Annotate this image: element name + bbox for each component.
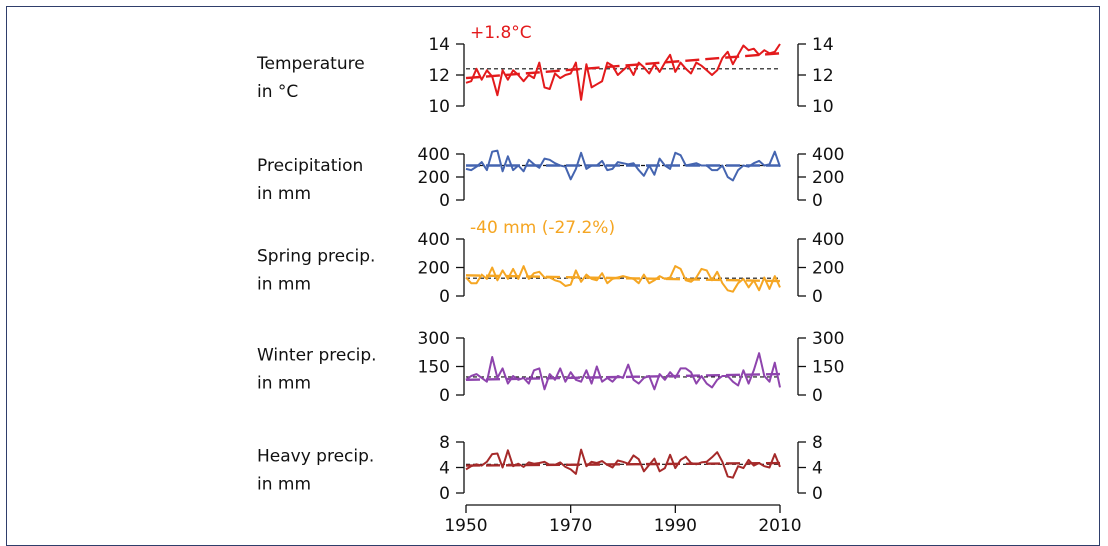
x-tick-label: 2010 [758, 516, 801, 532]
winter-series-line [465, 352, 781, 391]
spring-left-tick-label: 200 [418, 259, 450, 279]
spring-label-line: in mm [257, 275, 311, 295]
temperature-left-tick-label: 10 [428, 97, 450, 117]
winter-right-tick-label: 300 [812, 329, 844, 349]
heavy-right-tick-label: 0 [812, 484, 823, 504]
spring-trend-line [465, 274, 781, 283]
heavy-left-tick-label: 8 [439, 433, 450, 453]
heavy-trend-line [465, 461, 781, 467]
precipitation-right-tick-label: 0 [812, 191, 823, 211]
heavy-label-line: Heavy precip. [257, 447, 374, 467]
temperature-right-tick-label: 14 [812, 35, 834, 55]
temperature-label-line: Temperature [256, 54, 365, 74]
temperature-left-tick-label: 14 [428, 35, 450, 55]
heavy-right-tick-label: 4 [812, 459, 823, 479]
temperature-series-line [465, 43, 781, 101]
precipitation-label-line: in mm [257, 184, 311, 204]
precipitation-right-tick-label: 400 [812, 145, 844, 165]
x-tick-label: 1950 [444, 516, 487, 532]
heavy-right-tick-label: 8 [812, 433, 823, 453]
heavy-left-tick-label: 0 [439, 484, 450, 504]
precipitation-left-tick-label: 200 [418, 168, 450, 188]
spring-left-tick-label: 400 [418, 230, 450, 250]
x-tick-label: 1970 [549, 516, 592, 532]
spring-right-tick-label: 0 [812, 287, 823, 307]
winter-label-line: Winter precip. [257, 346, 377, 366]
heavy-series-line [465, 448, 781, 479]
temperature-right-tick-label: 10 [812, 97, 834, 117]
spring-label-line: Spring precip. [257, 247, 375, 267]
precipitation-left-tick-label: 0 [439, 191, 450, 211]
temperature-left-tick-label: 12 [428, 66, 450, 86]
winter-left-tick-label: 300 [418, 329, 450, 349]
heavy-label-line: in mm [257, 475, 311, 495]
winter-label-line: in mm [257, 374, 311, 394]
winter-left-tick-label: 150 [418, 358, 450, 378]
precipitation-right-tick-label: 200 [812, 168, 844, 188]
spring-left-tick-label: 0 [439, 287, 450, 307]
winter-trend-line [465, 372, 781, 381]
spring-right-tick-label: 200 [812, 259, 844, 279]
temperature-trend-line [465, 52, 781, 80]
x-tick-label: 1990 [654, 516, 697, 532]
temperature-right-tick-label: 12 [812, 66, 834, 86]
winter-right-tick-label: 150 [812, 358, 844, 378]
precipitation-left-tick-label: 400 [418, 145, 450, 165]
winter-right-tick-label: 0 [812, 386, 823, 406]
temperature-label-line: in °C [257, 82, 298, 102]
spring-annotation: -40 mm (-27.2%) [470, 218, 615, 238]
winter-left-tick-label: 0 [439, 386, 450, 406]
precipitation-label-line: Precipitation [257, 156, 363, 176]
spring-right-tick-label: 400 [812, 230, 844, 250]
heavy-left-tick-label: 4 [439, 459, 450, 479]
spring-series-line [465, 265, 781, 293]
temperature-annotation: +1.8°C [470, 23, 532, 43]
